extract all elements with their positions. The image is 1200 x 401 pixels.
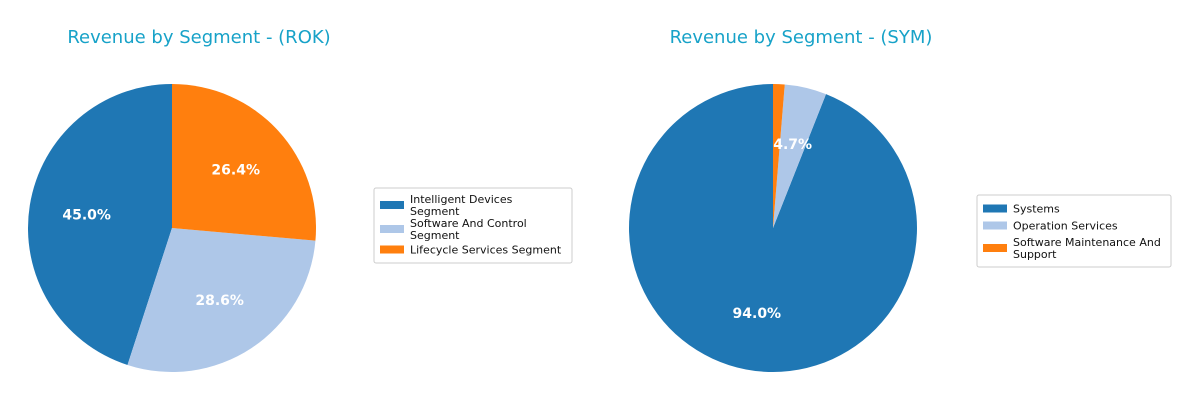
legend-label-lifecycle-services-segment: Lifecycle Services Segment (410, 244, 562, 257)
legend-label-software-maintenance-and-support-line-1: Software Maintenance And (1013, 236, 1161, 249)
pie-slice-systems (629, 84, 917, 372)
pie-slice-software-maintenance-and-support (773, 84, 785, 228)
legend-label-systems: Systems (1013, 203, 1060, 216)
pie-slice-lifecycle-services-segment (172, 83, 316, 241)
legend-swatch-intelligent-devices-segment (380, 201, 404, 209)
legend-sym: Systems Operation Services Software Mainte… (976, 194, 1172, 268)
legend-swatch-operation-services (983, 221, 1007, 230)
legend-swatch-lifecycle-services-segment (380, 245, 404, 254)
legend-label-intelligent-devices-segment-line-1: Intelligent Devices (410, 193, 513, 206)
pie-chart-rok: 45.0% 28.6% 26.4% (27, 83, 316, 373)
pie-slice-operation-services (773, 84, 827, 228)
pie-slice-intelligent-devices-segment (27, 84, 172, 365)
chart-title-rok: Revenue by Segment - (ROK) (67, 27, 330, 48)
legend-frame (373, 187, 573, 264)
legend-label-software-maintenance-and-support-line-2: Support (1013, 248, 1057, 261)
pie-pct-label-software-and-control-segment: 28.6% (195, 293, 244, 309)
pie-pct-label-operation-services: 4.7% (773, 137, 812, 153)
legend-swatch-software-and-control-segment (380, 225, 404, 233)
legend-frame (976, 194, 1172, 268)
legend-swatch-software-maintenance-and-support (983, 244, 1007, 252)
pie-slice-software-and-control-segment (127, 228, 316, 373)
pie-chart-sym: 94.0% 4.7% (629, 84, 917, 372)
legend-label-software-and-control-segment-line-1: Software And Control (410, 217, 527, 230)
chart-title-sym: Revenue by Segment - (SYM) (670, 27, 933, 48)
legend-label-software-and-control-segment-line-2: Segment (410, 229, 460, 242)
legend-label-operation-services: Operation Services (1013, 220, 1118, 233)
pie-pct-label-lifecycle-services-segment: 26.4% (211, 163, 260, 179)
legend-swatch-systems (983, 204, 1007, 213)
pie-pct-label-systems: 94.0% (733, 306, 782, 322)
legend-label-intelligent-devices-segment-line-2: Segment (410, 205, 460, 218)
pie-pct-label-intelligent-devices-segment: 45.0% (62, 207, 111, 223)
